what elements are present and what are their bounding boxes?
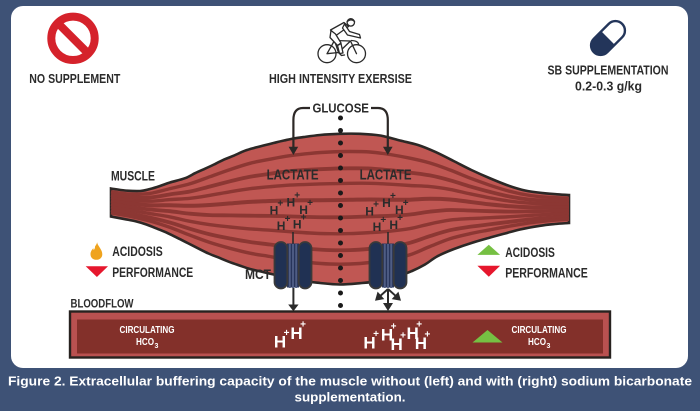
svg-text:GLUCOSE: GLUCOSE — [312, 101, 369, 116]
svg-text:CIRCULATING: CIRCULATING — [120, 325, 175, 336]
svg-text:ACIDOSIS: ACIDOSIS — [505, 245, 555, 260]
svg-text:+: + — [416, 320, 422, 331]
svg-text:HCO: HCO — [136, 337, 154, 348]
svg-text:+: + — [380, 215, 386, 226]
svg-text:H: H — [290, 324, 302, 343]
svg-text:+: + — [300, 320, 306, 331]
svg-text:H: H — [381, 326, 393, 345]
svg-text:3: 3 — [155, 343, 159, 350]
svg-text:H: H — [277, 219, 286, 233]
svg-text:+: + — [301, 213, 307, 224]
svg-text:LACTATE: LACTATE — [360, 168, 412, 184]
svg-text:BLOODFLOW: BLOODFLOW — [71, 299, 134, 311]
svg-text:H: H — [390, 335, 402, 354]
svg-text:0.2-0.3 g/kg: 0.2-0.3 g/kg — [575, 79, 642, 94]
svg-text:H: H — [299, 203, 308, 217]
svg-text:PERFORMANCE: PERFORMANCE — [112, 265, 193, 280]
svg-text:Figure 2. Extracellular buffer: Figure 2. Extracellular buffering capaci… — [8, 374, 692, 389]
svg-text:+: + — [277, 199, 283, 210]
svg-text:+: + — [307, 198, 313, 209]
svg-text:+: + — [403, 198, 409, 209]
svg-text:+: + — [424, 330, 430, 341]
svg-text:SB SUPPLEMENTATION: SB SUPPLEMENTATION — [548, 63, 669, 78]
svg-text:H: H — [293, 218, 302, 232]
svg-text:H: H — [395, 203, 404, 217]
svg-text:H: H — [373, 220, 382, 234]
svg-text:MUSCLE: MUSCLE — [111, 169, 155, 184]
svg-text:supplementation.: supplementation. — [295, 390, 406, 405]
svg-text:HIGH INTENSITY EXERSISE: HIGH INTENSITY EXERSISE — [269, 71, 412, 86]
svg-text:+: + — [294, 191, 300, 202]
svg-text:H: H — [286, 196, 295, 210]
svg-text:H: H — [415, 334, 427, 353]
svg-text:+: + — [373, 329, 379, 340]
svg-text:+: + — [391, 321, 397, 332]
svg-text:H: H — [407, 324, 419, 343]
svg-text:H: H — [382, 196, 391, 210]
svg-text:+: + — [285, 214, 291, 225]
svg-text:CIRCULATING: CIRCULATING — [512, 325, 567, 336]
svg-text:MCT: MCT — [245, 266, 271, 282]
svg-text:H: H — [363, 333, 375, 352]
svg-text:+: + — [284, 328, 290, 339]
svg-text:PERFORMANCE: PERFORMANCE — [505, 266, 588, 281]
svg-text:H: H — [365, 205, 374, 219]
svg-text:HCO: HCO — [528, 337, 546, 348]
svg-text:H: H — [389, 218, 398, 232]
svg-text:H: H — [274, 332, 286, 351]
svg-text:NO SUPPLEMENT: NO SUPPLEMENT — [29, 71, 120, 86]
svg-text:ACIDOSIS: ACIDOSIS — [112, 244, 163, 259]
svg-text:3: 3 — [547, 343, 551, 350]
svg-text:+: + — [373, 200, 379, 211]
svg-text:LACTATE: LACTATE — [267, 168, 319, 184]
svg-text:H: H — [270, 204, 279, 218]
svg-text:+: + — [397, 213, 403, 224]
svg-text:+: + — [400, 331, 406, 342]
svg-text:+: + — [390, 191, 396, 202]
